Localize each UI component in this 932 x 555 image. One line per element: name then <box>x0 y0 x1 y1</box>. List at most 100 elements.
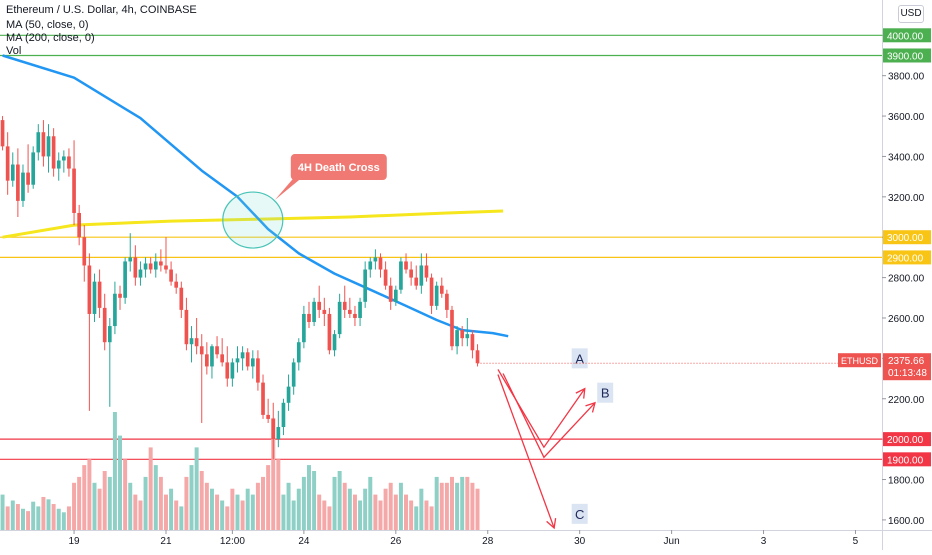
volume-bar <box>312 471 317 530</box>
scenario-label-box <box>597 382 614 403</box>
volume-bar <box>352 494 357 530</box>
last-price-label: 2375.66 <box>888 356 925 367</box>
candle-body <box>123 261 127 298</box>
candle-body <box>148 263 153 270</box>
candle-body <box>220 354 225 363</box>
volume-bar <box>240 500 245 530</box>
candle-body <box>26 172 30 185</box>
ma50-path <box>2 54 509 338</box>
candle-body <box>235 358 240 363</box>
volume-bar <box>204 482 209 530</box>
candle-body <box>393 289 398 302</box>
ma200-line <box>2 209 504 239</box>
volume-bar <box>107 476 112 530</box>
candle-body <box>470 334 475 351</box>
scenario-arrowhead <box>585 401 596 413</box>
price-level-label: 2000.00 <box>887 435 924 446</box>
candle-body <box>337 301 342 335</box>
candle-body <box>455 330 459 347</box>
candle-body <box>77 212 82 238</box>
volume-bar <box>322 500 327 530</box>
death-cross-label: 4H Death Cross <box>298 162 380 174</box>
candle-body <box>317 301 322 310</box>
annotations: 4H Death Cross A B C <box>222 154 882 530</box>
symbol-label: ETHUSD <box>841 356 879 366</box>
candle-body <box>261 382 265 415</box>
candle-body <box>225 362 230 379</box>
candle-body <box>179 287 184 310</box>
scenario-label-a: A <box>575 351 584 366</box>
candle-body <box>189 338 194 345</box>
volume-bar <box>271 417 276 530</box>
candle-body <box>128 257 133 262</box>
ma200-legend[interactable]: MA (200, close, 0) <box>6 32 95 44</box>
candle-body <box>302 313 306 343</box>
volume-legend[interactable]: Vol <box>6 45 22 57</box>
price-level-tag <box>883 452 931 467</box>
candle-body <box>210 346 214 367</box>
x-tick-label: 21 <box>160 536 172 547</box>
y-tick-label: 3200.00 <box>888 193 925 204</box>
volume-bar <box>46 499 51 530</box>
volume-bar <box>383 488 388 530</box>
countdown-label: 01:13:48 <box>888 368 927 379</box>
candle-body <box>266 414 270 419</box>
volume-bar <box>261 476 266 530</box>
candle-body <box>72 168 76 213</box>
candle-body <box>107 326 112 343</box>
candle-body <box>276 427 281 440</box>
candle-body <box>133 257 138 278</box>
candle-body <box>465 334 470 339</box>
candle-body <box>450 309 454 347</box>
volume-bar <box>123 459 128 530</box>
volume-bar <box>143 476 148 530</box>
volume-bar <box>209 488 214 530</box>
candle-body <box>363 269 368 302</box>
volume-bar <box>373 494 378 530</box>
chart-title: Ethereum / U.S. Dollar, 4h, COINBASE <box>6 4 197 16</box>
volume-bar <box>404 494 409 530</box>
candle-body <box>286 386 291 403</box>
volume-bar <box>266 465 271 530</box>
volume-bar <box>102 471 107 530</box>
volume-bar <box>36 506 41 530</box>
candle-body <box>62 156 66 161</box>
volume-bar <box>5 506 10 530</box>
volume-bar <box>424 500 429 530</box>
candle-body <box>368 261 373 270</box>
candle-body <box>46 136 51 157</box>
candle-body <box>5 146 10 181</box>
candle-body <box>312 301 316 323</box>
volume-bar <box>455 482 460 530</box>
scenario-label-box <box>571 503 588 524</box>
volume-bar <box>118 435 123 530</box>
volume-bar <box>398 482 403 530</box>
volume-bar <box>194 447 199 530</box>
x-tick-label: 24 <box>298 536 310 547</box>
scenario-path-b <box>502 373 596 459</box>
candle-body <box>118 293 122 298</box>
volume-bar <box>368 476 373 530</box>
volume-bar <box>112 412 117 530</box>
candle-body <box>256 358 260 383</box>
y-tick-label: 2200.00 <box>888 395 925 406</box>
x-tick-label: 3 <box>761 536 767 547</box>
volume-bar <box>128 482 133 530</box>
currency-button[interactable]: USD <box>898 5 924 23</box>
ma50-legend[interactable]: MA (50, close, 0) <box>6 19 89 31</box>
volume-bar <box>225 506 230 530</box>
volume-bar <box>148 447 153 530</box>
candle-body <box>327 313 332 351</box>
volume-bar <box>230 488 235 530</box>
callout-box <box>290 154 387 181</box>
volume-bar <box>153 465 158 530</box>
candle-body <box>296 342 301 363</box>
candle-body <box>164 265 168 270</box>
volume-bar <box>184 476 189 530</box>
y-tick-label: 3800.00 <box>888 72 925 83</box>
volume-bar <box>317 494 322 530</box>
volume-bar <box>475 488 480 530</box>
candle-body <box>240 352 245 359</box>
